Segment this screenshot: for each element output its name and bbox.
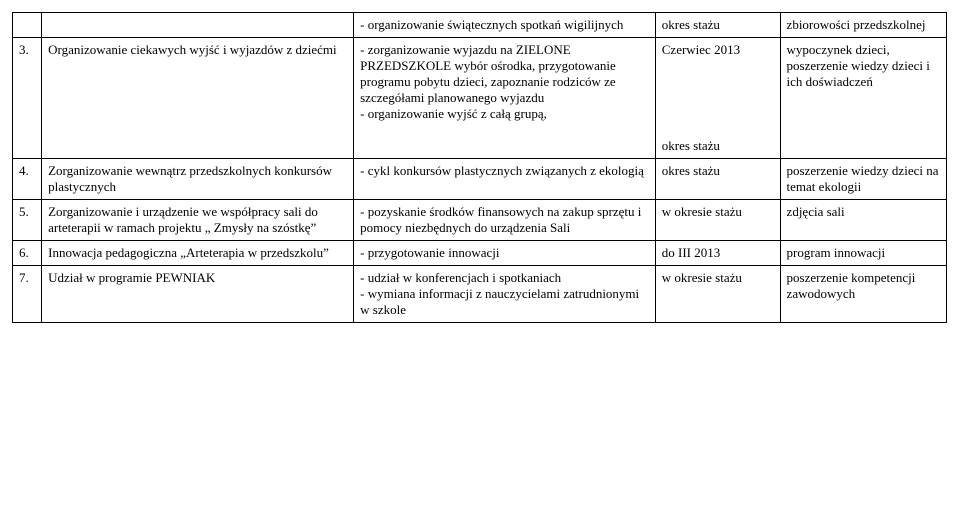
row-task: Zorganizowanie wewnątrz przedszkolnych k… <box>42 159 354 200</box>
row-outcome: zbiorowości przedszkolnej <box>780 13 946 38</box>
table-row: 3.Organizowanie ciekawych wyjść i wyjazd… <box>13 38 947 159</box>
row-term: do III 2013 <box>655 241 780 266</box>
row-activity: - pozyskanie środków finansowych na zaku… <box>354 200 656 241</box>
row-number: 4. <box>13 159 42 200</box>
row-term: w okresie stażu <box>655 200 780 241</box>
row-task: Organizowanie ciekawych wyjść i wyjazdów… <box>42 38 354 159</box>
row-outcome: poszerzenie wiedzy dzieci na temat ekolo… <box>780 159 946 200</box>
table-row: 6.Innowacja pedagogiczna „Arteterapia w … <box>13 241 947 266</box>
row-task: Innowacja pedagogiczna „Arteterapia w pr… <box>42 241 354 266</box>
table-row: 7.Udział w programie PEWNIAK- udział w k… <box>13 266 947 323</box>
row-task: Zorganizowanie i urządzenie we współprac… <box>42 200 354 241</box>
row-term: okres stażu <box>655 13 780 38</box>
row-number: 3. <box>13 38 42 159</box>
plan-table-body: - organizowanie świątecznych spotkań wig… <box>13 13 947 323</box>
row-task: Udział w programie PEWNIAK <box>42 266 354 323</box>
row-number: 6. <box>13 241 42 266</box>
row-term: okres stażu <box>655 159 780 200</box>
row-outcome: zdjęcia sali <box>780 200 946 241</box>
row-activity: - udział w konferencjach i spotkaniach- … <box>354 266 656 323</box>
row-task <box>42 13 354 38</box>
row-outcome: wypoczynek dzieci, poszerzenie wiedzy dz… <box>780 38 946 159</box>
row-activity: - zorganizowanie wyjazdu na ZIELONE PRZE… <box>354 38 656 159</box>
table-row: 4.Zorganizowanie wewnątrz przedszkolnych… <box>13 159 947 200</box>
table-row: 5.Zorganizowanie i urządzenie we współpr… <box>13 200 947 241</box>
row-activity: - przygotowanie innowacji <box>354 241 656 266</box>
row-term: w okresie stażu <box>655 266 780 323</box>
row-activity: - organizowanie świątecznych spotkań wig… <box>354 13 656 38</box>
row-outcome: poszerzenie kompetencji zawodowych <box>780 266 946 323</box>
row-outcome: program innowacji <box>780 241 946 266</box>
table-row: - organizowanie świątecznych spotkań wig… <box>13 13 947 38</box>
plan-table: - organizowanie świątecznych spotkań wig… <box>12 12 947 323</box>
row-activity: - cykl konkursów plastycznych związanych… <box>354 159 656 200</box>
row-number: 5. <box>13 200 42 241</box>
row-number <box>13 13 42 38</box>
row-number: 7. <box>13 266 42 323</box>
row-term: Czerwiec 2013okres stażu <box>655 38 780 159</box>
